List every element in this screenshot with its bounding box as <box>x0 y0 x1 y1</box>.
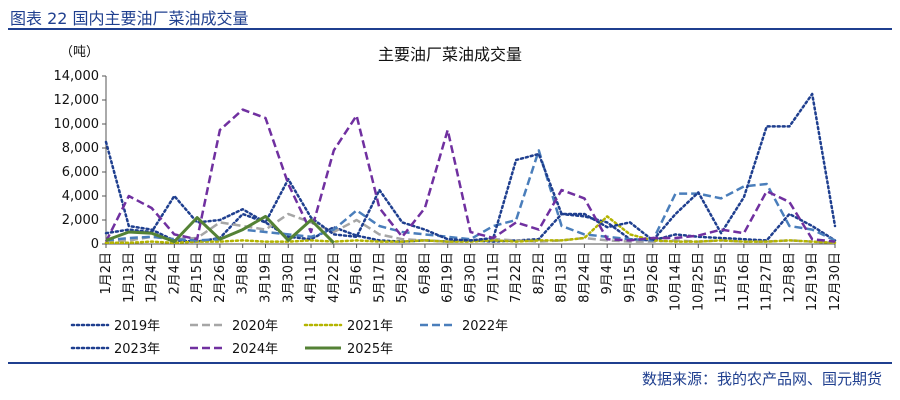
legend-label: 2021年 <box>347 319 393 334</box>
x-tick-label: 10月25日 <box>691 252 706 311</box>
x-tick-label: 6月19日 <box>441 252 456 303</box>
x-tick-label: 12月8日 <box>782 252 797 303</box>
y-tick-label: 6,000 <box>62 165 99 180</box>
figure-header: 图表 22 国内主要油厂菜油成交量 <box>8 2 892 28</box>
x-tick-label: 9月4日 <box>600 252 615 295</box>
x-tick-label: 8月2日 <box>532 252 547 295</box>
x-tick-label: 12月30日 <box>828 252 843 311</box>
line-chart: 主要油厂菜油成交量 （吨） 0 2,000 4,000 6,000 8,000 10,00… <box>54 45 844 357</box>
series-line <box>104 92 837 242</box>
series-line <box>104 108 836 243</box>
x-tick-label: 11月5日 <box>714 252 729 303</box>
x-tick-label: 8月24日 <box>577 252 592 303</box>
x-tick-label: 7月22日 <box>509 252 524 303</box>
x-tick-label: 1月24日 <box>145 252 160 303</box>
x-tick-label: 5月17日 <box>372 252 387 303</box>
x-tick-label: 2月26日 <box>213 252 228 303</box>
x-tick-label: 9月15日 <box>623 252 638 303</box>
y-tick-label: 12,000 <box>54 93 100 108</box>
x-tick-label: 11月16日 <box>737 252 752 311</box>
y-tick-label: 10,000 <box>54 117 100 132</box>
y-tick-label: 4,000 <box>62 189 99 204</box>
legend-label: 2023年 <box>114 342 160 357</box>
legend: 2019年 2020年 2021年 2022年 2023年 2024年 2025年 <box>70 319 508 357</box>
x-tick-label: 5月28日 <box>395 252 410 303</box>
x-tick-label: 8月13日 <box>555 252 570 303</box>
legend-label: 2019年 <box>114 319 160 334</box>
figure-title: 图表 22 国内主要油厂菜油成交量 <box>10 9 249 28</box>
x-tick-label: 5月6日 <box>350 252 365 295</box>
x-tick-label: 6月30日 <box>464 252 479 303</box>
legend-label: 2024年 <box>232 342 278 357</box>
chart-title: 主要油厂菜油成交量 <box>378 45 522 64</box>
series-line <box>105 214 335 244</box>
x-tick-label: 3月19日 <box>258 252 273 303</box>
x-tick-label: 12月19日 <box>805 252 820 311</box>
x-tick-label: 2月15日 <box>190 252 205 303</box>
x-tick-label: 9月26日 <box>646 252 661 303</box>
axes: 0 2,000 4,000 6,000 8,000 10,000 12,000 14,000 1… <box>54 69 844 311</box>
x-tick-label: 10月14日 <box>669 252 684 311</box>
x-tick-label: 1月13日 <box>122 252 137 303</box>
legend-label: 2020年 <box>232 319 278 334</box>
y-axis-unit-label: （吨） <box>60 45 99 60</box>
x-tick-label: 4月11日 <box>304 252 319 303</box>
y-tick-label: 0 <box>91 237 99 252</box>
x-tick-label: 7月11日 <box>486 252 501 303</box>
y-tick-label: 14,000 <box>54 69 100 84</box>
x-tick-label: 1月2日 <box>99 252 114 295</box>
x-tick-label: 4月22日 <box>327 252 342 303</box>
x-tick-label: 3月30日 <box>281 252 296 303</box>
series-layer <box>104 92 837 245</box>
y-tick-label: 8,000 <box>62 141 99 156</box>
legend-label: 2022年 <box>462 319 508 334</box>
y-tick-label: 2,000 <box>62 213 99 228</box>
legend-label: 2025年 <box>347 342 393 357</box>
bottom-rule <box>8 362 892 364</box>
x-tick-label: 11月27日 <box>760 252 775 311</box>
top-rule <box>8 28 892 30</box>
x-tick-label: 2月4日 <box>167 252 182 295</box>
data-source: 数据来源：我的农产品网、国元期货 <box>641 370 882 388</box>
x-tick-label: 6月8日 <box>418 252 433 295</box>
x-tick-label: 3月8日 <box>236 252 251 295</box>
